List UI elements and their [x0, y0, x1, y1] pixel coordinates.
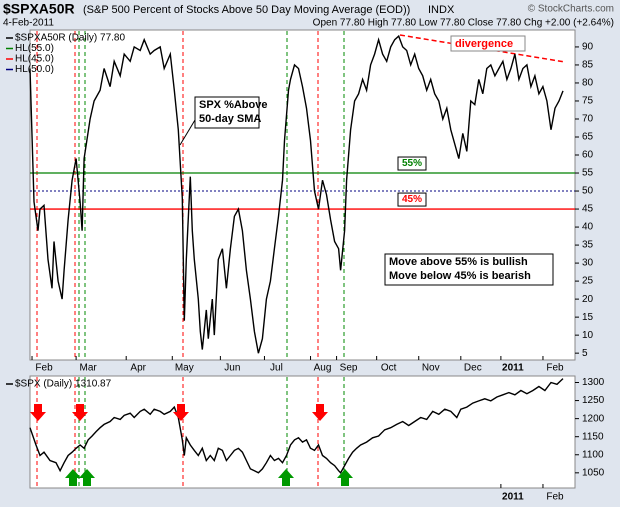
- x-tick-label: Aug: [314, 363, 332, 374]
- y-tick-label: 1100: [582, 449, 604, 460]
- y-tick-label: 80: [582, 78, 594, 89]
- legend-label: HL(50.0): [15, 64, 54, 75]
- y-tick-label: 1150: [582, 431, 604, 442]
- y-tick-label: 1300: [582, 377, 605, 388]
- legend-label: HL(55.0): [15, 43, 54, 54]
- signal-arrow: [278, 469, 294, 486]
- x-tick-label: Oct: [381, 363, 397, 374]
- annotation: divergence: [455, 38, 513, 50]
- x-tick-label: Sep: [340, 363, 358, 374]
- x-tick-label: Apr: [130, 363, 146, 374]
- x-tick-label: Mar: [79, 363, 97, 374]
- y-tick-label: 75: [582, 96, 594, 107]
- y-tick-label: 60: [582, 150, 594, 161]
- hline-label-box: [397, 192, 427, 207]
- y-tick-label: 1050: [582, 467, 605, 478]
- legend-label: $SPXA50R (Daily) 77.80: [15, 33, 125, 44]
- y-tick-label: 5: [582, 348, 588, 359]
- y-tick-label: 55: [582, 168, 594, 179]
- x-tick-label: Feb: [35, 363, 53, 374]
- x-tick-label: Nov: [422, 363, 440, 374]
- y-tick-label: 85: [582, 60, 594, 71]
- y-tick-label: 10: [582, 330, 594, 341]
- y-tick-label: 1250: [582, 395, 605, 406]
- signal-arrow: [72, 404, 88, 421]
- annotation-box: [384, 253, 554, 286]
- y-tick-label: 20: [582, 294, 594, 305]
- signal-arrow: [173, 404, 189, 421]
- signal-arrow: [65, 469, 81, 486]
- signal-arrow: [79, 469, 95, 486]
- copyright: © StockCharts.com: [528, 4, 614, 15]
- x-tick-label: Feb: [546, 363, 564, 374]
- x-tick-label: Feb: [546, 492, 564, 503]
- y-tick-label: 25: [582, 276, 594, 287]
- y-tick-label: 50: [582, 186, 594, 197]
- y-tick-label: 35: [582, 240, 594, 251]
- date: 4-Feb-2011: [3, 18, 54, 29]
- legend-label: HL(45.0): [15, 54, 54, 65]
- y-tick-label: 45: [582, 204, 594, 215]
- exchange: INDX: [428, 4, 455, 16]
- hline-label-box: [397, 156, 427, 171]
- y-tick-label: 65: [582, 132, 594, 143]
- annotation: 50-day SMA: [199, 113, 261, 125]
- signal-arrow: [337, 469, 353, 486]
- annotation: SPX %Above: [199, 99, 267, 111]
- signal-arrow: [312, 404, 328, 421]
- legend-label: $SPX (Daily) 1310.87: [15, 379, 112, 390]
- symbol: $SPXA50R: [3, 1, 75, 17]
- hline-label: 45%: [402, 194, 422, 205]
- x-tick-label: 2011: [502, 363, 524, 374]
- x-tick-label: Jul: [270, 363, 283, 374]
- y-tick-label: 15: [582, 312, 594, 323]
- annotation: Move above 55% is bullish: [389, 256, 528, 268]
- y-tick-label: 90: [582, 42, 594, 53]
- signal-arrow: [30, 404, 46, 421]
- series-line: [29, 378, 564, 474]
- annotation: Move below 45% is bearish: [389, 270, 531, 282]
- annotation-box: [194, 96, 260, 129]
- x-tick-label: 2011: [502, 492, 524, 503]
- annotation-pointer: [179, 119, 196, 146]
- series-line: [29, 34, 564, 354]
- y-tick-label: 1200: [582, 413, 605, 424]
- hline-label: 55%: [402, 158, 422, 169]
- y-tick-label: 40: [582, 222, 594, 233]
- y-tick-label: 30: [582, 258, 594, 269]
- quote: Open 77.80 High 77.80 Low 77.80 Close 77…: [313, 18, 614, 29]
- bottom-panel: [29, 375, 576, 489]
- x-tick-label: May: [175, 363, 194, 374]
- x-tick-label: Jun: [224, 363, 240, 374]
- x-tick-label: Dec: [464, 363, 482, 374]
- chart-title: (S&P 500 Percent of Stocks Above 50 Day …: [83, 4, 410, 16]
- annotation-box: [450, 35, 526, 52]
- y-tick-label: 70: [582, 114, 594, 125]
